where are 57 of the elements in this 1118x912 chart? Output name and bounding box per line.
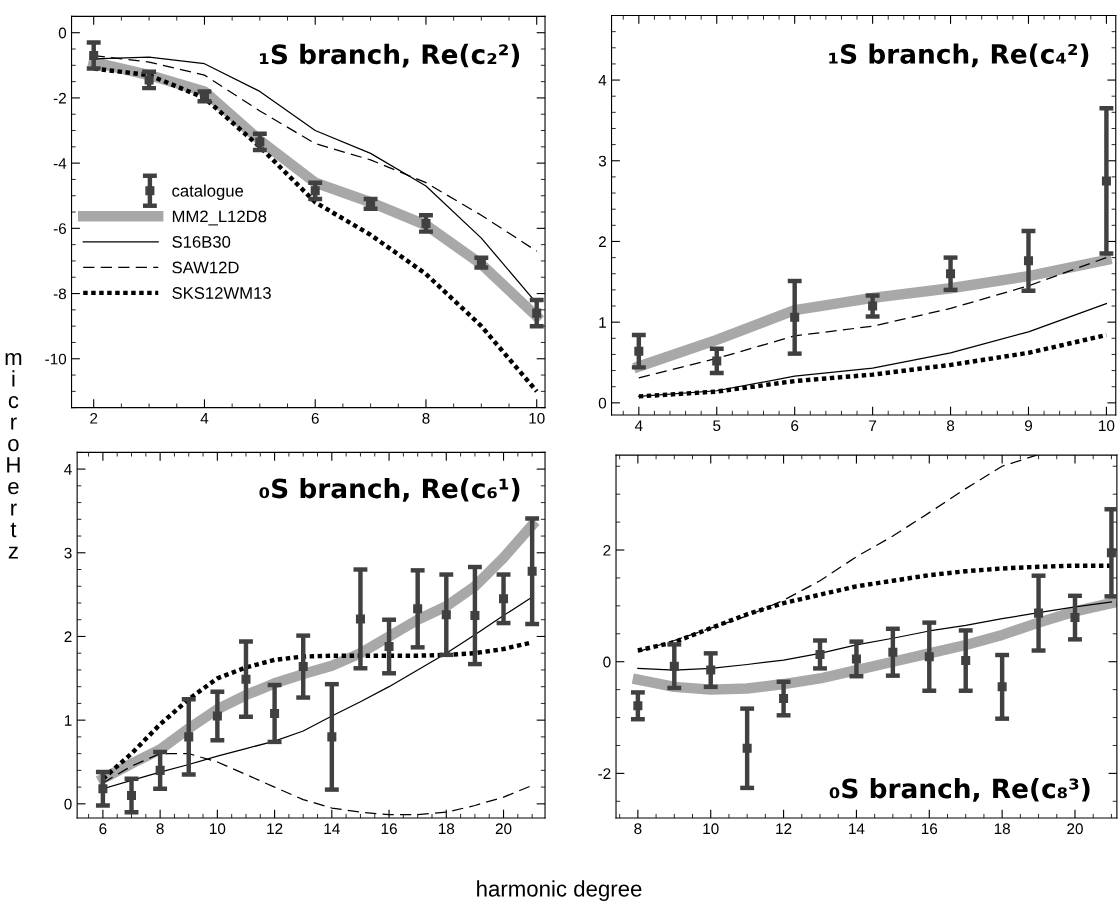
x-tick-label: 12 <box>267 823 283 834</box>
y-tick-label: -8 <box>53 288 67 300</box>
legend-label: SAW12D <box>172 261 239 274</box>
y-tick-label: 0 <box>64 798 72 810</box>
x-tick-label: 2 <box>90 412 98 424</box>
y-tick-label: -6 <box>53 223 67 235</box>
y-tick-label: 3 <box>64 547 72 559</box>
x-tick-label: 16 <box>921 823 938 835</box>
y-tick-label: 3 <box>598 155 607 167</box>
y-tick-label: 4 <box>598 75 607 86</box>
y-tick-label: 4 <box>64 464 72 475</box>
x-tick-label: 4 <box>634 420 643 431</box>
x-tick-label: 20 <box>1067 823 1083 835</box>
y-tick-label: -10 <box>45 353 67 365</box>
x-tick-label: 7 <box>869 420 877 431</box>
y-tick-label: 0 <box>598 397 607 409</box>
x-tick-label: 4 <box>200 413 209 424</box>
x-tick-label: 20 <box>495 823 512 835</box>
x-tick-label: 9 <box>1024 420 1033 432</box>
x-tick-label: 10 <box>210 823 226 835</box>
y-tick-label: 0 <box>603 656 611 668</box>
x-tick-label: 10 <box>529 412 545 424</box>
x-tick-label: 8 <box>946 420 955 432</box>
legend-label: MM2_L12D8 <box>172 210 267 226</box>
x-tick-label: 8 <box>422 412 430 424</box>
y-tick-label: 0 <box>58 27 67 39</box>
x-tick-label: 14 <box>324 823 340 834</box>
y-tick-label: 1 <box>599 317 606 328</box>
x-tick-label: 14 <box>849 823 865 834</box>
legend-label: SKS12WM13 <box>172 287 271 299</box>
annotation: ₀S branch, Re(c₆¹) <box>259 477 520 502</box>
x-tick-label: 12 <box>776 823 792 834</box>
legend-label: S16B30 <box>172 236 231 248</box>
y-tick-label: -2 <box>598 768 611 779</box>
annotation: ₁S branch, Re(c₂²) <box>259 43 520 68</box>
x-tick-label: 18 <box>438 823 455 835</box>
x-tick-label: 18 <box>994 823 1010 835</box>
x-axis-title: harmonic degree <box>477 880 642 902</box>
x-tick-label: 5 <box>713 420 721 432</box>
x-tick-label: 6 <box>791 420 799 432</box>
x-tick-label: 8 <box>156 823 164 835</box>
x-tick-label: 6 <box>99 823 107 835</box>
x-tick-label: 6 <box>311 412 319 424</box>
y-tick-label: 2 <box>598 236 606 247</box>
text: microHertz <box>5 352 22 559</box>
y-tick-label: 1 <box>64 715 72 726</box>
x-tick-label: 16 <box>381 823 397 835</box>
x-tick-label: 10 <box>1099 420 1115 432</box>
x-tick-label: 8 <box>634 823 642 835</box>
y-tick-label: -4 <box>53 158 67 169</box>
x-tick-label: 10 <box>703 823 719 835</box>
annotation: ₀S branch, Re(c₈³) <box>829 778 1090 802</box>
annotation: ₁S branch, Re(c₄²) <box>829 43 1089 68</box>
y-tick-label: 2 <box>64 631 72 642</box>
y-tick-label: -2 <box>53 92 66 104</box>
y-tick-label: 2 <box>603 544 611 556</box>
legend-label: catalogue <box>172 184 244 201</box>
